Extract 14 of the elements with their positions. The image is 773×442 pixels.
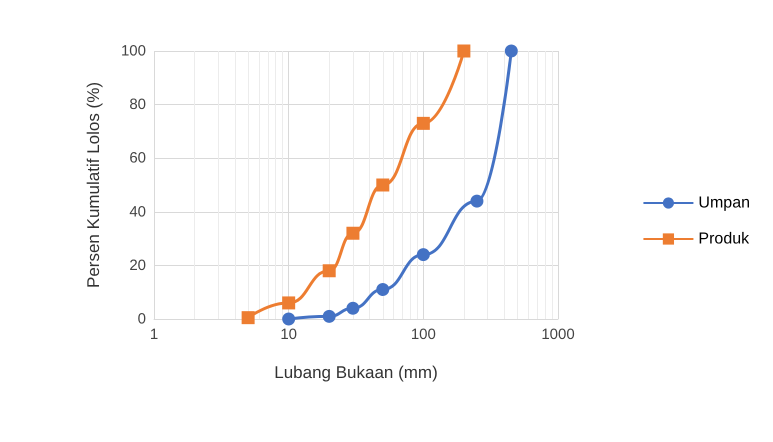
x-axis-title: Lubang Bukaan (mm) — [274, 363, 438, 382]
y-axis-title: Persen Kumulatif Lolos (%) — [84, 82, 103, 288]
x-tick-label: 100 — [410, 326, 436, 343]
y-tick-label: 40 — [129, 203, 146, 220]
y-tick-label: 100 — [120, 42, 146, 60]
x-tick-label: 10 — [280, 326, 298, 343]
x-tick-label: 1000 — [541, 326, 575, 343]
legend-label: Produk — [698, 230, 750, 248]
y-tick-label: 0 — [138, 310, 146, 328]
x-tick-label: 1 — [150, 326, 158, 343]
y-tick-label: 80 — [129, 96, 146, 114]
y-tick-label: 60 — [129, 150, 146, 167]
legend-label: Umpan — [698, 194, 750, 212]
y-tick-label: 20 — [129, 256, 146, 274]
